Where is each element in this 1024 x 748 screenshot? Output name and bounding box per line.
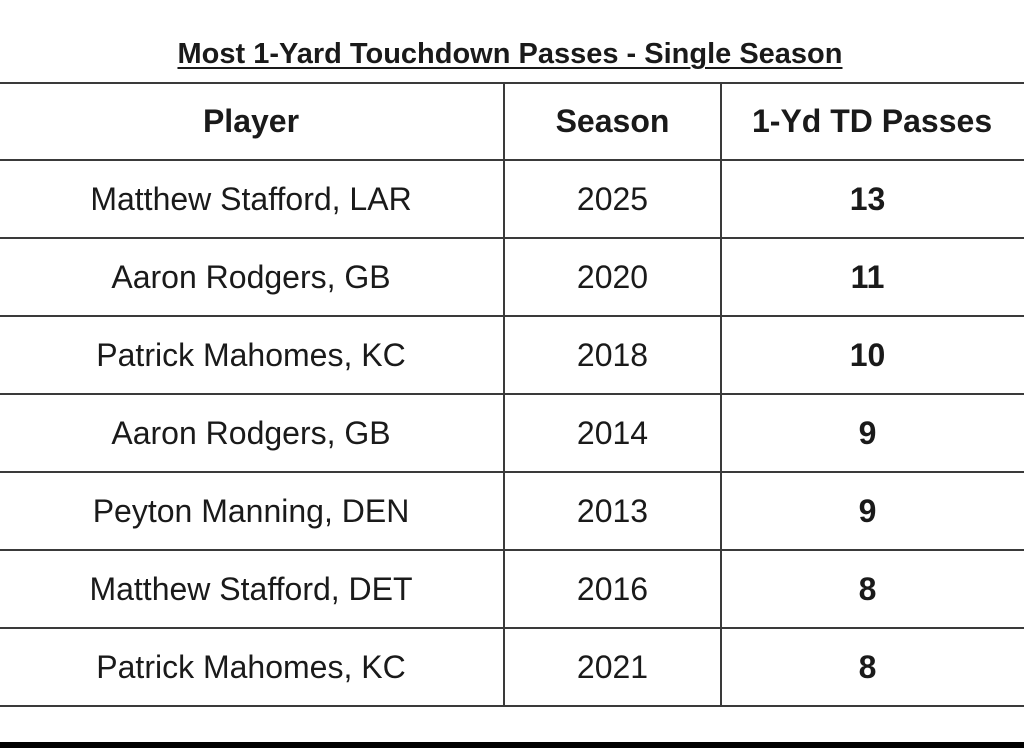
column-header-td-passes: 1-Yd TD Passes bbox=[720, 82, 1024, 161]
player-cell: Aaron Rodgers, GB bbox=[0, 393, 505, 473]
season-cell: 2021 bbox=[503, 627, 722, 707]
touchdown-passes-table: Player Season 1-Yd TD Passes Matthew Sta… bbox=[0, 82, 1024, 707]
season-cell: 2014 bbox=[503, 393, 722, 473]
player-cell: Patrick Mahomes, KC bbox=[0, 315, 505, 395]
player-cell: Matthew Stafford, LAR bbox=[0, 159, 505, 239]
season-cell: 2013 bbox=[503, 471, 722, 551]
table-row: Peyton Manning, DEN 2013 9 bbox=[0, 471, 1024, 551]
player-cell: Peyton Manning, DEN bbox=[0, 471, 505, 551]
season-cell: 2020 bbox=[503, 237, 722, 317]
td-passes-cell: 13 bbox=[720, 159, 1024, 239]
table-row: Matthew Stafford, LAR 2025 13 bbox=[0, 159, 1024, 239]
td-passes-cell: 11 bbox=[720, 237, 1024, 317]
column-header-player: Player bbox=[0, 82, 505, 161]
table-row: Matthew Stafford, DET 2016 8 bbox=[0, 549, 1024, 629]
td-passes-cell: 9 bbox=[720, 471, 1024, 551]
table-row: Aaron Rodgers, GB 2014 9 bbox=[0, 393, 1024, 473]
table-row: Patrick Mahomes, KC 2021 8 bbox=[0, 627, 1024, 707]
td-passes-cell: 8 bbox=[720, 627, 1024, 707]
column-header-season: Season bbox=[503, 82, 722, 161]
td-passes-cell: 8 bbox=[720, 549, 1024, 629]
player-cell: Matthew Stafford, DET bbox=[0, 549, 505, 629]
player-cell: Aaron Rodgers, GB bbox=[0, 237, 505, 317]
table-row: Patrick Mahomes, KC 2018 10 bbox=[0, 315, 1024, 395]
season-cell: 2025 bbox=[503, 159, 722, 239]
table-title: Most 1-Yard Touchdown Passes - Single Se… bbox=[177, 38, 843, 70]
bottom-edge-bar bbox=[0, 742, 1024, 748]
table-row: Aaron Rodgers, GB 2020 11 bbox=[0, 237, 1024, 317]
player-cell: Patrick Mahomes, KC bbox=[0, 627, 505, 707]
td-passes-cell: 9 bbox=[720, 393, 1024, 473]
td-passes-cell: 10 bbox=[720, 315, 1024, 395]
season-cell: 2018 bbox=[503, 315, 722, 395]
header-row: Player Season 1-Yd TD Passes bbox=[0, 82, 1024, 161]
season-cell: 2016 bbox=[503, 549, 722, 629]
